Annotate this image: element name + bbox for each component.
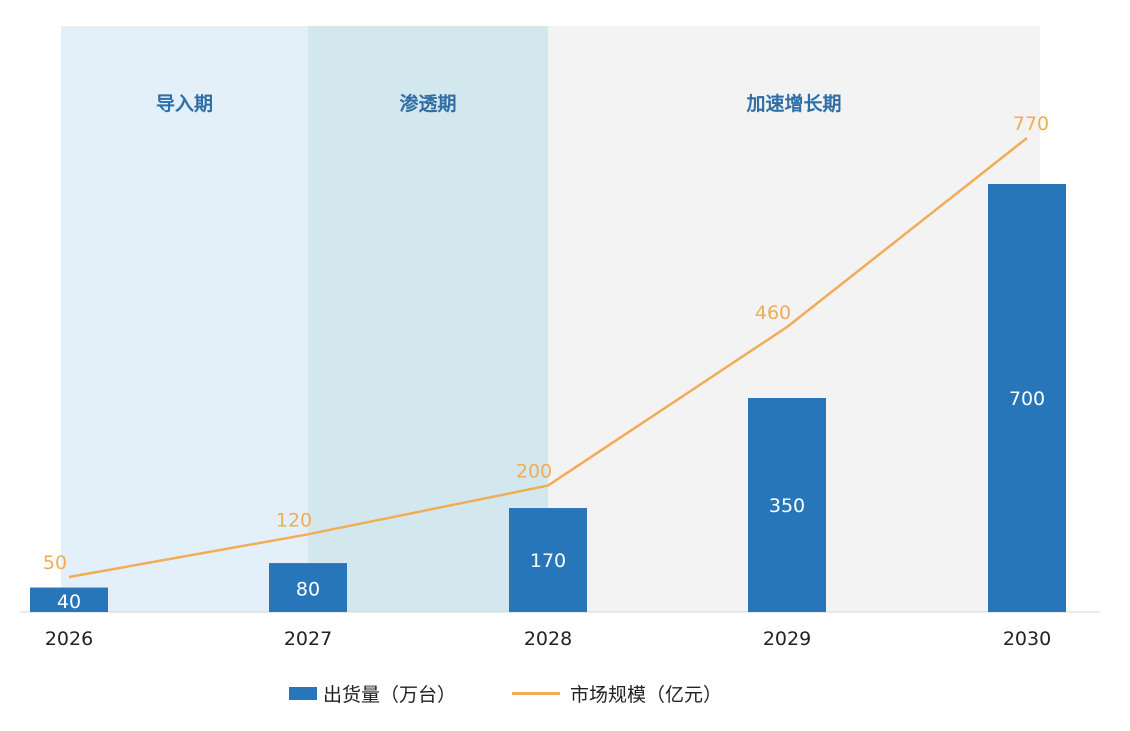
phase-label-2: 渗透期 xyxy=(399,92,456,115)
line-value-label-2027: 120 xyxy=(276,509,312,531)
bar-2029 xyxy=(748,398,826,612)
legend-bar-swatch xyxy=(289,687,317,700)
market-size-line xyxy=(68,137,1028,579)
legend-item-bar: 出货量（万台） xyxy=(289,680,456,707)
bar-value-label-2028: 170 xyxy=(530,550,566,572)
legend-bar-label: 出货量（万台） xyxy=(323,684,457,706)
bar-value-label-2029: 350 xyxy=(769,495,805,517)
phase-label-3: 加速增长期 xyxy=(745,92,841,115)
phase-band-1 xyxy=(61,26,308,612)
line-value-label-2030: 770 xyxy=(1013,113,1049,135)
line-value-label-2029: 460 xyxy=(755,302,791,324)
legend-item-line: 市场规模（亿元） xyxy=(512,680,722,707)
bar-2027 xyxy=(269,563,347,612)
line-value-label-2028: 200 xyxy=(516,461,552,483)
phase-band-2 xyxy=(308,26,548,612)
legend-line-label: 市场规模（亿元） xyxy=(570,684,723,706)
bar-series: 40 80 170 350 700 xyxy=(30,184,1066,613)
x-tick-2029: 2029 xyxy=(763,628,811,650)
x-tick-2028: 2028 xyxy=(524,628,572,650)
legend: 出货量（万台） 市场规模（亿元） xyxy=(0,680,1130,710)
x-axis-ticks: 2026 2027 2028 2029 2030 xyxy=(45,628,1051,650)
bar-value-label-2027: 80 xyxy=(296,579,320,601)
x-tick-2030: 2030 xyxy=(1003,628,1051,650)
bar-2026 xyxy=(30,587,108,612)
x-tick-2026: 2026 xyxy=(45,628,93,650)
line-value-label-2026: 50 xyxy=(43,552,67,574)
bar-2030 xyxy=(988,184,1066,612)
bar-2028 xyxy=(509,508,587,612)
x-tick-2027: 2027 xyxy=(284,628,332,650)
phase-label-1: 导入期 xyxy=(156,93,213,115)
legend-line-swatch xyxy=(512,692,560,695)
bar-value-label-2030: 700 xyxy=(1009,388,1045,410)
bar-value-label-2026: 40 xyxy=(57,591,81,613)
line-series: 50 120 200 460 770 xyxy=(43,113,1049,579)
